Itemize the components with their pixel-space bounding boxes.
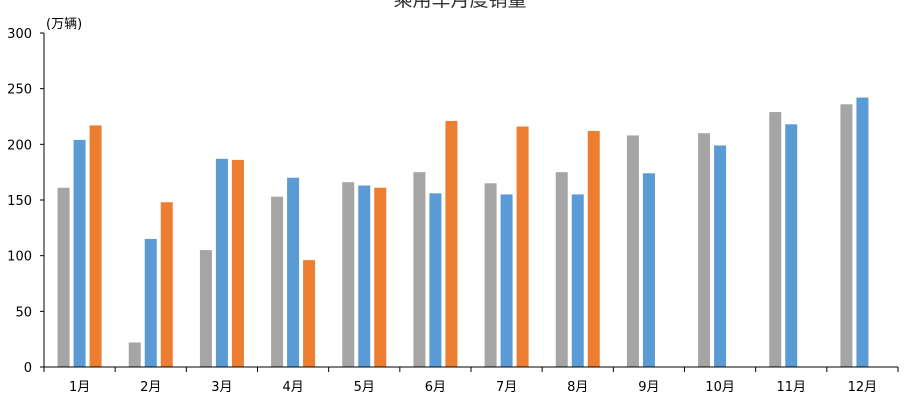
bar-series-1-3 [199, 250, 212, 367]
bar-series-3-4 [303, 260, 316, 367]
bar-series-1-7 [484, 183, 497, 367]
x-tick-label: 8月 [567, 380, 588, 395]
x-tick-label: 12月 [848, 380, 878, 395]
bar-series-3-2 [160, 202, 173, 367]
y-tick-label: 50 [15, 305, 32, 320]
bar-series-2-4 [287, 177, 300, 367]
x-tick-label: 9月 [638, 380, 659, 395]
y-tick-label: 150 [7, 194, 32, 209]
bar-series-2-7 [500, 194, 513, 367]
x-tick-label: 6月 [425, 380, 446, 395]
bar-series-2-2 [144, 238, 157, 367]
x-tick-label: 10月 [705, 380, 735, 395]
y-tick-label: 300 [7, 27, 32, 42]
x-tick-label: 3月 [211, 380, 232, 395]
x-tick-label: 2月 [140, 380, 161, 395]
bar-series-1-8 [555, 172, 568, 367]
x-axis-ticks: 1月 2月 3月 4月 5月 6月 7月 8月 9月 10月 11月 12月 [43, 367, 899, 395]
bar-series-2-6 [429, 193, 442, 367]
y-axis-unit-label: (万辆) [46, 17, 82, 32]
bar-series-1-1 [57, 187, 70, 367]
y-tick-label: 100 [7, 250, 32, 265]
bar-series-3-1 [89, 125, 102, 367]
bar-series-1-6 [413, 172, 426, 367]
bar-series-1-12 [840, 104, 853, 368]
x-tick-label: 7月 [496, 380, 517, 395]
bar-series-1-4 [271, 196, 284, 367]
x-tick-label: 11月 [776, 380, 806, 395]
bar-series-1-9 [626, 135, 639, 367]
x-tick-label: 5月 [354, 380, 375, 395]
y-tick-label: 0 [24, 361, 32, 376]
bar-series-3-6 [445, 120, 458, 367]
bar-series-2-8 [571, 194, 584, 367]
y-tick-label: 200 [7, 138, 32, 153]
bar-series-1-10 [698, 133, 711, 367]
bar-series-1-5 [342, 182, 355, 367]
bar-series-2-5 [358, 185, 371, 367]
bar-series-2-11 [785, 124, 798, 367]
x-tick-label: 1月 [69, 380, 90, 395]
bar-series-3-3 [231, 159, 244, 367]
bar-series-2-9 [642, 173, 655, 367]
bar-series-3-8 [587, 130, 600, 367]
bar-series-3-7 [516, 126, 529, 368]
bar-series-2-10 [714, 145, 727, 367]
y-axis-ticks: 0 50 100 150 200 250 300 [7, 27, 44, 376]
x-tick-label: 4月 [282, 380, 303, 395]
bar-series-1-11 [769, 112, 782, 368]
bar-series-1-2 [128, 342, 141, 367]
bar-series-2-12 [856, 97, 869, 367]
bars-group [57, 97, 869, 368]
bar-series-2-3 [215, 158, 228, 367]
bar-series-3-5 [374, 187, 387, 367]
y-tick-label: 250 [7, 83, 32, 98]
chart-title: 乘用车月度销量 [393, 0, 526, 11]
bar-series-2-1 [73, 139, 86, 367]
